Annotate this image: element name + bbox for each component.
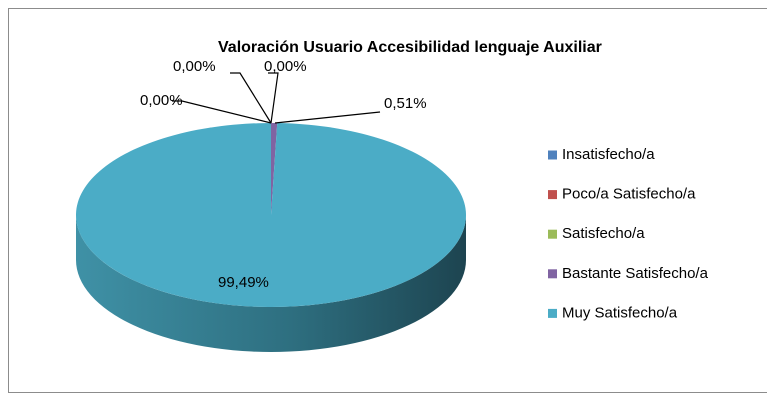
data-label: 0,00% — [173, 58, 216, 75]
legend-label: Muy Satisfecho/a — [562, 304, 678, 321]
pie-slice — [75, 123, 466, 307]
legend-label: Bastante Satisfecho/a — [562, 265, 709, 282]
data-label: 0,00% — [264, 58, 307, 75]
legend-swatch — [548, 269, 557, 279]
pie-slice — [271, 123, 278, 215]
legend-swatch — [548, 190, 557, 200]
leader-line — [172, 100, 272, 124]
data-label: 0,00% — [140, 92, 183, 109]
data-label: 0,51% — [384, 95, 427, 112]
legend-label: Poco/a Satisfecho/a — [562, 186, 696, 203]
leader-line — [230, 72, 272, 124]
data-label: 99,49% — [218, 274, 269, 291]
chart-title: Valoración Usuario Accesibilidad lenguaj… — [218, 39, 602, 56]
leader-line — [274, 111, 381, 124]
legend-swatch — [548, 308, 557, 318]
legend-label: Insatisfecho/a — [562, 146, 655, 163]
pie — [75, 123, 466, 352]
legend-label: Satisfecho/a — [562, 225, 645, 242]
legend-swatch — [548, 229, 557, 239]
pie-side — [76, 215, 466, 352]
leader-line — [268, 72, 279, 124]
legend-swatch — [548, 150, 557, 160]
